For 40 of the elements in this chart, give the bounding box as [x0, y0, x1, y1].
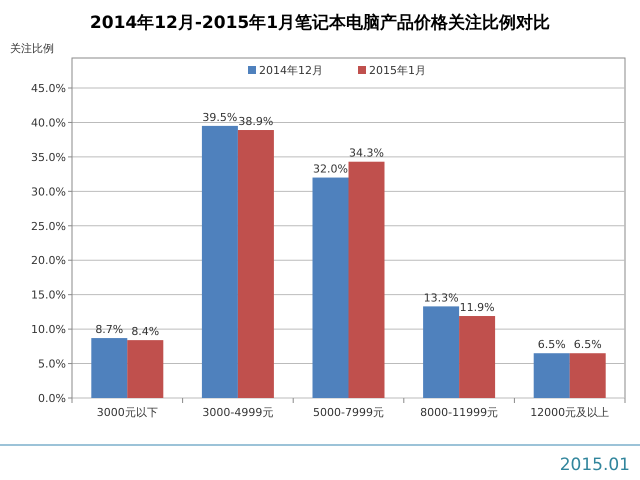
- data-label: 11.9%: [460, 301, 495, 314]
- y-tick-label: 10.0%: [31, 323, 66, 336]
- data-label: 8.7%: [95, 323, 124, 336]
- data-label: 13.3%: [424, 291, 459, 304]
- x-tick-label: 8000-11999元: [420, 406, 498, 419]
- data-label: 6.5%: [538, 338, 566, 352]
- data-label: 6.5%: [574, 338, 602, 352]
- data-label: 32.0%: [313, 162, 348, 176]
- legend-label: 2014年12月: [259, 64, 323, 77]
- y-axis-title: 关注比例: [10, 42, 54, 55]
- data-label: 8.4%: [131, 325, 160, 338]
- bar: [127, 340, 164, 398]
- y-tick-label: 5.0%: [38, 358, 66, 371]
- x-tick-label: 3000元以下: [96, 406, 158, 419]
- bar: [423, 306, 460, 398]
- legend-label: 2015年1月: [369, 64, 426, 77]
- data-label: 34.3%: [349, 146, 384, 160]
- y-tick-label: 40.0%: [31, 116, 66, 130]
- text: 2015.01: [560, 455, 630, 475]
- y-tick-label: 30.0%: [31, 185, 66, 198]
- data-label: 39.5%: [202, 110, 238, 124]
- data-label: 38.9%: [238, 115, 274, 128]
- bar: [459, 316, 496, 398]
- y-tick-label: 15.0%: [31, 288, 66, 302]
- bar: [534, 353, 570, 398]
- bar: [238, 130, 274, 398]
- bar: [202, 126, 238, 398]
- x-tick-label: 3000-4999元: [202, 406, 274, 419]
- y-tick-label: 35.0%: [31, 150, 66, 164]
- x-tick-label: 12000元及以上: [530, 406, 610, 419]
- bar: [91, 338, 128, 398]
- chart-title: 2014年12月-2015年1月笔记本电脑产品价格关注比例对比: [90, 13, 550, 33]
- y-tick-label: 20.0%: [31, 254, 66, 268]
- bar: [348, 162, 384, 398]
- bar: [312, 178, 348, 398]
- y-tick-label: 45.0%: [31, 82, 66, 95]
- y-tick-label: 25.0%: [31, 220, 66, 233]
- y-tick-label: 0.0%: [38, 392, 66, 405]
- x-tick-label: 5000-7999元: [313, 406, 384, 419]
- bar: [570, 353, 606, 398]
